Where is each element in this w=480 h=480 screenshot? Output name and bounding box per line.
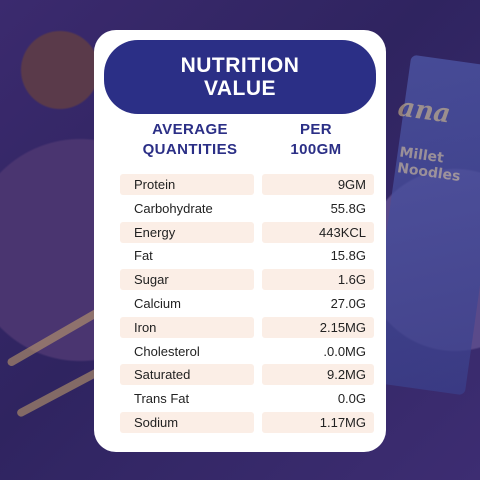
nutrition-table: Protein 9GM Carbohydrate 55.8G Energy 44… <box>106 173 376 435</box>
table-row: Carbohydrate 55.8G <box>106 197 376 221</box>
nutrient-name: Sugar <box>120 269 254 291</box>
nutrient-name: Protein <box>120 174 254 195</box>
nutrient-value: 2.15MG <box>262 316 374 338</box>
nutrient-name: Sodium <box>120 411 254 433</box>
table-row: Sodium 1.17MG <box>106 411 376 435</box>
table-row: Iron 2.15MG <box>106 316 376 340</box>
nutrient-name: Fat <box>134 248 153 264</box>
nutrient-value: 15.8G <box>330 248 366 264</box>
table-row: Trans Fat 0.0G <box>106 387 376 411</box>
nutrient-value: 1.6G <box>262 269 374 291</box>
column-header-per-100gm: PER 100GM <box>290 121 342 158</box>
nutrient-value: 443KCL <box>262 221 374 243</box>
nutrient-value: 55.8G <box>330 200 366 216</box>
nutrient-value: 1.17MG <box>262 411 374 433</box>
nutrient-name: Carbohydrate <box>134 200 213 216</box>
table-row: Saturated 9.2MG <box>106 363 376 387</box>
nutrient-name: Iron <box>120 316 254 338</box>
table-row: Fat 15.8G <box>106 244 376 268</box>
table-row: Calcium 27.0G <box>106 292 376 316</box>
nutrient-name: Trans Fat <box>134 391 190 407</box>
nutrient-name: Saturated <box>120 364 254 386</box>
table-row: Cholesterol .0.0MG <box>106 340 376 364</box>
nutrient-name: Calcium <box>134 295 181 311</box>
card-header: NUTRITION VALUE <box>104 40 376 114</box>
table-row: Sugar 1.6G <box>106 268 376 292</box>
nutrient-value: .0.0MG <box>323 343 366 359</box>
nutrition-card: NUTRITION VALUE AVERAGE QUANTITIES PER 1… <box>94 30 386 452</box>
table-row: Protein 9GM <box>106 173 376 197</box>
table-row: Energy 443KCL <box>106 221 376 245</box>
nutrient-value: 9.2MG <box>262 364 374 386</box>
column-header-quantities: AVERAGE QUANTITIES <box>142 121 238 158</box>
nutrient-value: 0.0G <box>337 391 366 407</box>
nutrient-value: 27.0G <box>330 295 366 311</box>
nutrient-name: Energy <box>120 221 254 243</box>
nutrient-name: Cholesterol <box>134 343 200 359</box>
card-title: NUTRITION VALUE <box>180 54 300 100</box>
nutrient-value: 9GM <box>262 174 374 195</box>
